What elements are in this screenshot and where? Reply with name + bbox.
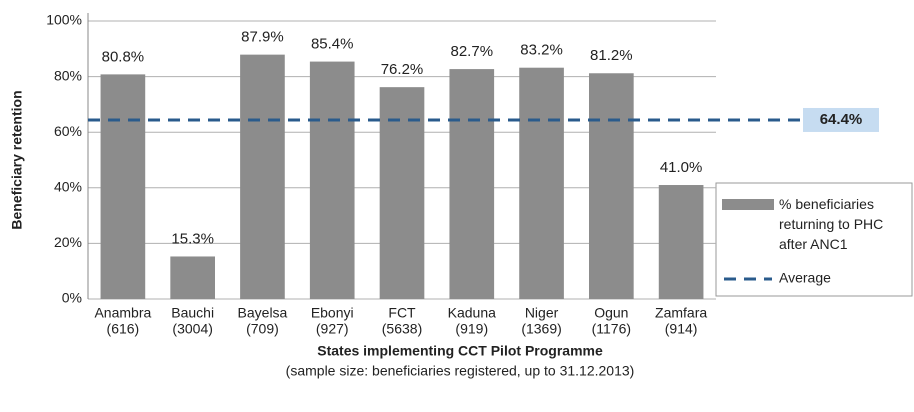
x-tick-label: Ebonyi [311, 305, 354, 321]
y-tick-label: 0% [62, 290, 82, 306]
x-tick-sublabel: (616) [107, 321, 140, 337]
x-axis-subtitle: (sample size: beneficiaries registered, … [286, 363, 635, 379]
x-tick-sublabel: (914) [665, 321, 698, 337]
x-tick-label: Zamfara [655, 305, 707, 321]
data-label: 82.7% [451, 43, 494, 60]
x-tick-sublabel: (919) [455, 321, 488, 337]
bar [309, 61, 355, 300]
legend-label: % beneficiaries returning to PHC after A… [779, 196, 884, 252]
bar [449, 69, 495, 300]
x-tick-label: Anambra [94, 305, 151, 321]
data-label: 81.2% [590, 47, 633, 64]
data-label: 83.2% [520, 42, 563, 59]
average-label-box [803, 107, 879, 132]
bar [240, 54, 285, 299]
x-tick-sublabel: (927) [316, 321, 349, 337]
x-tick-sublabel: (5638) [382, 321, 422, 337]
x-tick-label: Bauchi [171, 305, 214, 321]
bar [589, 73, 634, 299]
bar [658, 185, 704, 299]
y-axis-title: Beneficiary retention [9, 90, 25, 229]
data-label: 80.8% [102, 48, 145, 65]
y-tick-label: 80% [54, 67, 82, 83]
x-tick-label: Kaduna [448, 305, 496, 321]
x-axis-title: States implementing CCT Pilot Programme [317, 343, 603, 359]
data-label: 85.4% [311, 36, 354, 53]
x-tick-sublabel: (709) [246, 321, 279, 337]
bar [100, 74, 146, 299]
x-tick-sublabel: (3004) [172, 321, 212, 337]
data-label: 15.3% [171, 230, 214, 247]
bar [519, 67, 564, 299]
y-tick-label: 20% [54, 234, 82, 250]
bar [379, 87, 425, 299]
x-tick-label: Bayelsa [238, 305, 288, 321]
bar [170, 256, 215, 299]
data-label: 41.0% [660, 159, 703, 176]
data-label: 87.9% [241, 29, 284, 46]
x-tick-sublabel: (1369) [521, 321, 561, 337]
legend-swatch [722, 199, 774, 210]
average-label: 64.4% [820, 111, 863, 128]
y-tick-label: 100% [46, 12, 82, 28]
x-tick-label: Ogun [594, 305, 628, 321]
y-tick-label: 60% [54, 123, 82, 139]
x-tick-sublabel: (1176) [592, 321, 631, 337]
y-tick-label: 40% [54, 179, 82, 195]
x-tick-label: FCT [388, 305, 416, 321]
legend-average-label: Average [779, 270, 831, 286]
data-label: 76.2% [381, 61, 424, 78]
x-tick-label: Niger [525, 305, 559, 321]
